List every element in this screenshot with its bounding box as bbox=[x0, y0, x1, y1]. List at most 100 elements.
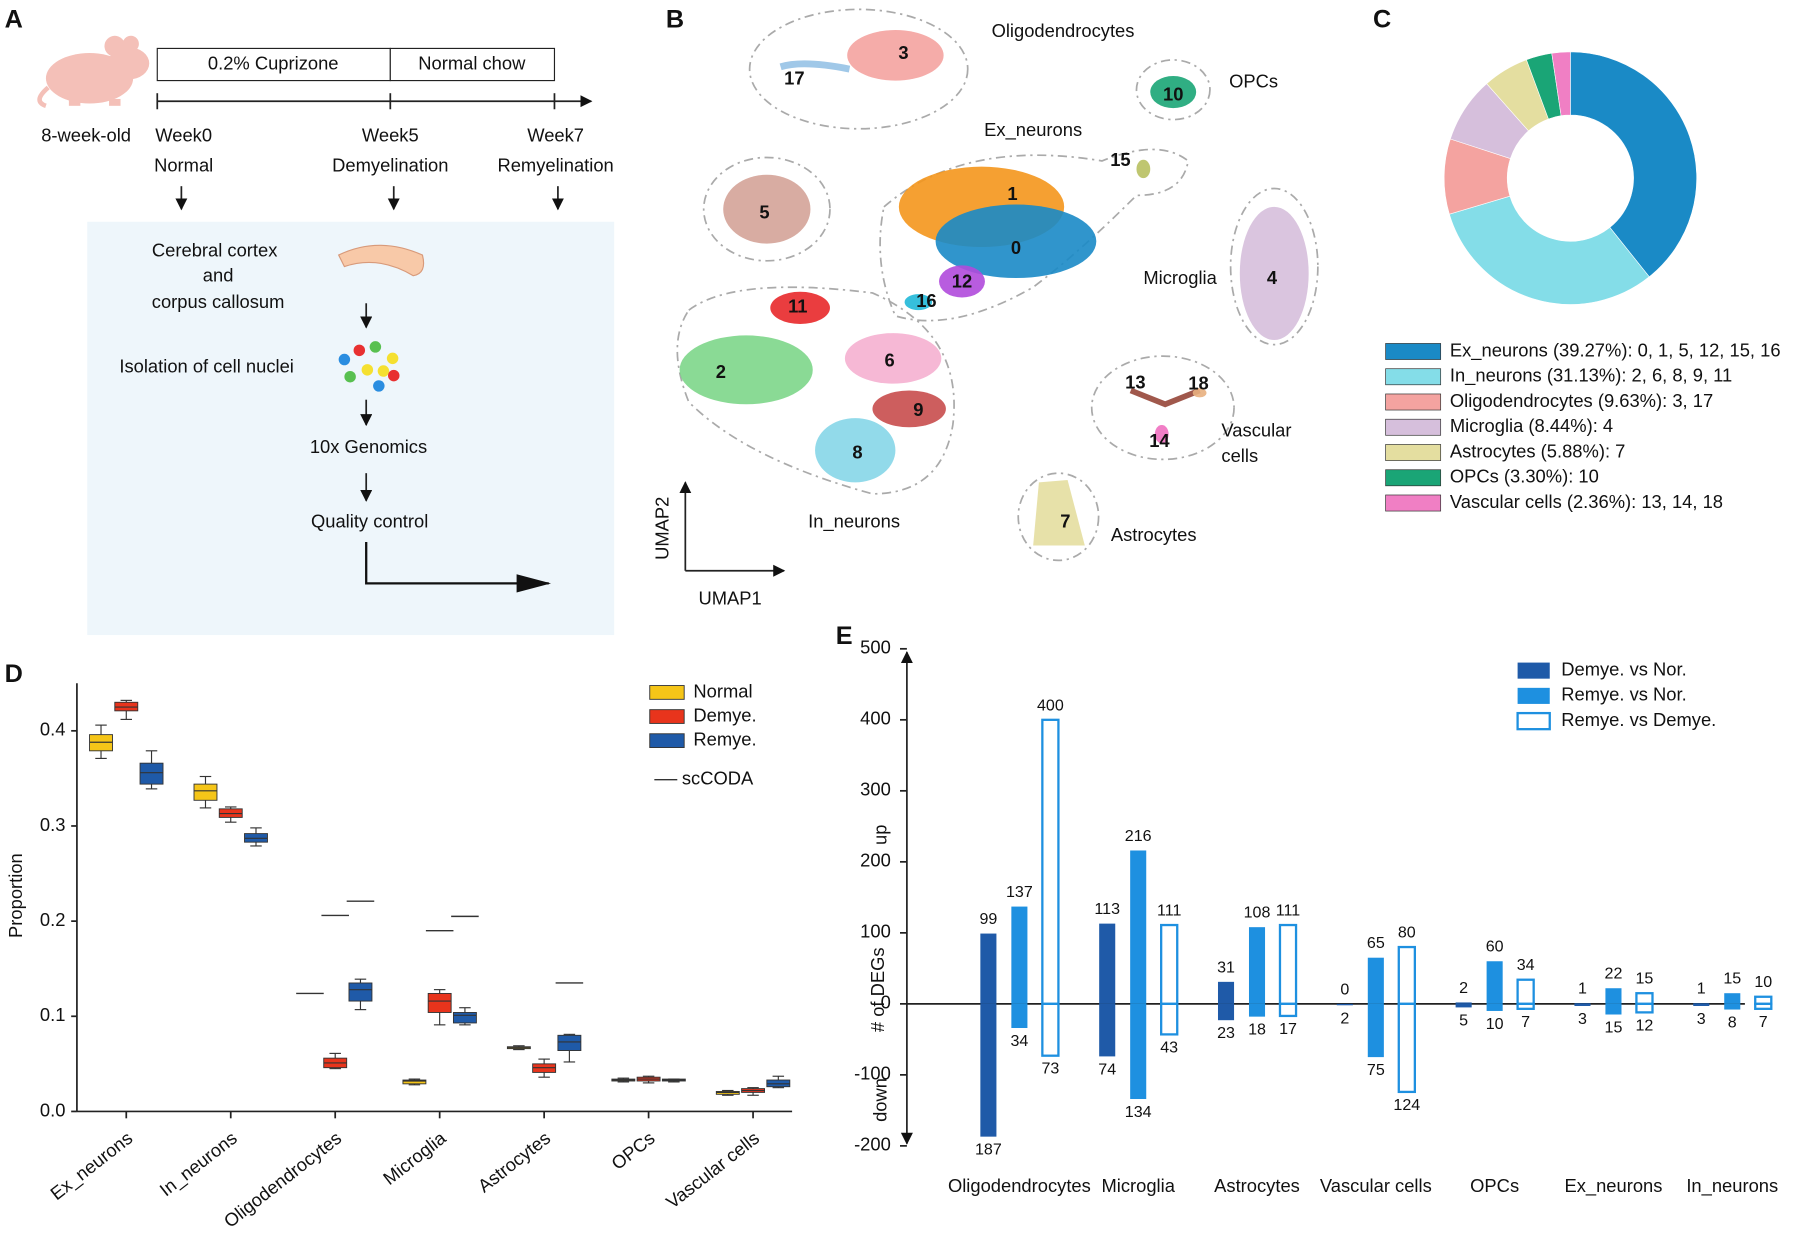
bar-down bbox=[1605, 1003, 1622, 1015]
cluster-label: 6 bbox=[885, 350, 895, 371]
value-label: 5 bbox=[1459, 1011, 1468, 1029]
bar-down bbox=[1130, 1003, 1147, 1100]
umap-outlines bbox=[676, 8, 1319, 562]
y-tick-label: 500 bbox=[860, 637, 891, 658]
legend-swatch bbox=[649, 733, 685, 748]
cluster-label: 17 bbox=[784, 67, 804, 88]
brain-icon bbox=[337, 244, 425, 277]
value-label: 80 bbox=[1398, 924, 1416, 942]
legend-swatch bbox=[1385, 368, 1442, 386]
y-tick-label: 0 bbox=[881, 992, 891, 1013]
value-label: 113 bbox=[1094, 900, 1120, 918]
bar-down bbox=[1217, 1003, 1235, 1021]
value-label: 43 bbox=[1160, 1038, 1178, 1056]
step-label: 10x Genomics bbox=[310, 436, 427, 457]
legend-label: Remye. vs Nor. bbox=[1561, 684, 1687, 705]
value-label: 15 bbox=[1723, 970, 1741, 988]
cluster-label: 18 bbox=[1188, 373, 1208, 394]
cluster-label: 11 bbox=[788, 296, 807, 317]
value-label: 3 bbox=[1697, 1010, 1706, 1028]
value-label: 18 bbox=[1248, 1021, 1266, 1039]
legend-swatch bbox=[1385, 393, 1442, 411]
legend-label: Ex_neurons (39.27%): 0, 1, 5, 12, 15, 16 bbox=[1450, 339, 1781, 361]
axis-label: UMAP1 bbox=[698, 587, 761, 608]
cluster-label: 15 bbox=[1110, 149, 1130, 170]
axis-label: UMAP2 bbox=[651, 497, 672, 560]
bar-down bbox=[1635, 1002, 1654, 1014]
value-label: 2 bbox=[1340, 1009, 1349, 1027]
week-label: Week5 bbox=[362, 125, 419, 146]
bar-up bbox=[1486, 961, 1503, 1004]
x-tick-label: In_neurons bbox=[1686, 1175, 1778, 1197]
legend-swatch bbox=[1385, 343, 1442, 360]
legend-label: Remye. bbox=[693, 728, 756, 749]
y-tick-label: 100 bbox=[860, 921, 891, 942]
bar-up bbox=[1160, 923, 1179, 1006]
legend-label: scCODA bbox=[682, 768, 754, 789]
cluster-label: 10 bbox=[1163, 83, 1183, 104]
y-tick-label: 0.2 bbox=[40, 909, 66, 930]
cell-type-label: OPCs bbox=[1229, 71, 1278, 92]
value-label: 124 bbox=[1393, 1096, 1420, 1114]
value-label: 74 bbox=[1098, 1060, 1116, 1078]
legend-label: Normal bbox=[693, 680, 752, 701]
legend-label: Demye. vs Nor. bbox=[1561, 658, 1687, 679]
value-label: 137 bbox=[1006, 883, 1033, 901]
bar-up bbox=[1217, 981, 1235, 1004]
value-label: 3 bbox=[1578, 1010, 1587, 1028]
cluster-label: 14 bbox=[1149, 430, 1170, 451]
bar-up bbox=[1635, 992, 1654, 1006]
cluster-label: 7 bbox=[1060, 510, 1070, 531]
axis-label: # of DEGs bbox=[867, 947, 888, 1032]
tissue-label: Cerebral cortex bbox=[152, 239, 278, 260]
value-label: 1 bbox=[1697, 980, 1706, 998]
value-label: 10 bbox=[1754, 973, 1772, 991]
cell-type-label: Ex_neurons bbox=[984, 119, 1082, 141]
panel-label: B bbox=[666, 6, 684, 34]
x-tick-label: Ex_neurons bbox=[46, 1127, 137, 1205]
tissue-label: and bbox=[203, 265, 234, 286]
legend-swatch bbox=[649, 709, 685, 724]
bar-down bbox=[1397, 1002, 1417, 1094]
bar-down bbox=[1011, 1003, 1028, 1029]
value-label: 22 bbox=[1605, 965, 1623, 983]
bar-up bbox=[1248, 927, 1266, 1004]
box bbox=[427, 992, 452, 1013]
cluster-label: 13 bbox=[1125, 371, 1145, 392]
pie-slice bbox=[1570, 51, 1697, 278]
cell-type-label: In_neurons bbox=[808, 510, 900, 532]
cluster-label: 0 bbox=[1011, 237, 1021, 258]
x-tick-label: Microglia bbox=[379, 1127, 450, 1189]
value-label: 8 bbox=[1728, 1014, 1737, 1032]
cluster-label: 1 bbox=[1007, 183, 1017, 204]
value-label: 12 bbox=[1636, 1016, 1654, 1034]
y-tick-label: 300 bbox=[860, 779, 891, 800]
bar-up bbox=[1130, 850, 1147, 1004]
bar-down bbox=[1486, 1003, 1503, 1011]
cluster-label: 12 bbox=[952, 270, 972, 291]
x-tick-label: OPCs bbox=[607, 1127, 659, 1174]
legend-swatch bbox=[1385, 494, 1442, 512]
bar-down bbox=[1278, 1002, 1298, 1018]
y-tick-label: -200 bbox=[854, 1134, 891, 1155]
cluster-label: 3 bbox=[898, 42, 908, 63]
legend-label: OPCs (3.30%): 10 bbox=[1450, 466, 1599, 487]
bar-down bbox=[1160, 1002, 1179, 1036]
bar-up bbox=[1367, 957, 1384, 1004]
value-label: 23 bbox=[1217, 1024, 1235, 1042]
phase-box bbox=[156, 47, 391, 82]
cluster-label: 16 bbox=[916, 290, 936, 311]
phase-label: 0.2% Cuprizone bbox=[208, 52, 339, 73]
x-tick-label: Vascular cells bbox=[1320, 1175, 1432, 1196]
legend-label: Microglia (8.44%): 4 bbox=[1450, 415, 1613, 436]
value-label: 2 bbox=[1459, 979, 1468, 997]
value-label: 108 bbox=[1244, 904, 1271, 922]
x-tick-label: Astrocytes bbox=[474, 1127, 554, 1196]
box bbox=[193, 783, 218, 801]
value-label: 7 bbox=[1759, 1013, 1768, 1031]
step-label: Isolation of cell nuclei bbox=[119, 355, 294, 376]
bar-down bbox=[1336, 1003, 1353, 1006]
bar-up bbox=[1693, 1003, 1710, 1004]
arrow-head bbox=[516, 574, 552, 593]
panel-label: D bbox=[5, 660, 23, 688]
